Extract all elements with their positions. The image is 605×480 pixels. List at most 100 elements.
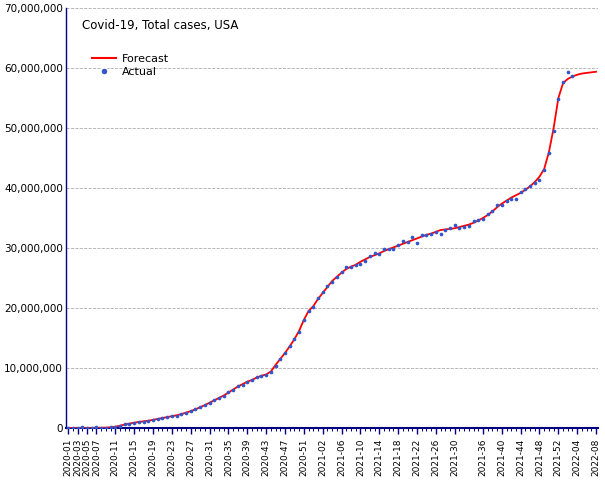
Point <box>469 217 479 225</box>
Point <box>120 420 129 428</box>
Point <box>167 412 177 420</box>
Point <box>261 371 271 378</box>
Point <box>544 149 554 157</box>
Point <box>322 282 332 289</box>
Point <box>511 195 521 203</box>
Point <box>393 241 403 249</box>
Point <box>497 202 506 209</box>
Point <box>370 249 379 257</box>
Point <box>148 416 158 424</box>
Point <box>162 413 172 421</box>
Point <box>407 233 417 241</box>
Point <box>388 245 398 252</box>
Point <box>91 423 101 431</box>
Point <box>492 201 502 209</box>
Point <box>275 356 285 363</box>
Point <box>153 416 163 423</box>
Point <box>464 222 474 229</box>
Point <box>346 264 356 271</box>
Point <box>115 422 125 430</box>
Point <box>520 185 530 193</box>
Point <box>488 207 497 215</box>
Point <box>356 260 365 267</box>
Point <box>374 250 384 257</box>
Point <box>224 388 234 396</box>
Point <box>125 420 134 428</box>
Point <box>483 210 492 218</box>
Point <box>549 127 558 134</box>
Point <box>403 238 413 246</box>
Point <box>554 95 563 103</box>
Point <box>304 308 313 315</box>
Point <box>294 329 304 336</box>
Point <box>143 417 153 424</box>
Point <box>327 278 337 286</box>
Point <box>204 399 214 407</box>
Point <box>337 268 347 276</box>
Point <box>313 294 323 302</box>
Point <box>177 410 186 418</box>
Point <box>332 274 342 281</box>
Point <box>68 424 77 432</box>
Point <box>417 231 427 239</box>
Point <box>360 258 370 265</box>
Point <box>200 401 210 409</box>
Point <box>157 414 167 421</box>
Point <box>214 394 224 402</box>
Point <box>454 224 464 232</box>
Point <box>172 412 182 420</box>
Point <box>516 188 526 196</box>
Point <box>299 316 309 324</box>
Point <box>351 261 361 269</box>
Point <box>365 252 374 260</box>
Point <box>502 198 511 205</box>
Point <box>73 424 82 432</box>
Point <box>209 396 219 404</box>
Point <box>219 392 229 400</box>
Point <box>87 424 97 432</box>
Point <box>129 420 139 427</box>
Point <box>459 224 469 231</box>
Point <box>266 368 276 375</box>
Point <box>233 383 243 390</box>
Point <box>440 226 450 234</box>
Point <box>530 179 540 186</box>
Point <box>96 424 106 432</box>
Point <box>450 221 459 229</box>
Point <box>436 230 445 238</box>
Point <box>558 78 568 85</box>
Point <box>280 349 290 357</box>
Point <box>247 376 257 384</box>
Point <box>106 423 116 431</box>
Text: Covid-19, Total cases, USA: Covid-19, Total cases, USA <box>82 19 238 32</box>
Point <box>398 237 408 245</box>
Point <box>341 264 351 271</box>
Point <box>309 303 318 311</box>
Point <box>506 195 516 203</box>
Point <box>473 216 483 224</box>
Point <box>228 386 238 394</box>
Point <box>243 379 252 386</box>
Point <box>186 408 195 415</box>
Point <box>445 224 455 232</box>
Point <box>318 288 327 296</box>
Point <box>134 418 144 426</box>
Point <box>111 423 120 431</box>
Point <box>422 231 431 239</box>
Point <box>478 216 488 223</box>
Point <box>139 418 148 425</box>
Point <box>290 335 299 343</box>
Point <box>82 424 92 432</box>
Point <box>563 69 572 76</box>
Point <box>384 245 393 252</box>
Point <box>431 228 440 236</box>
Point <box>270 362 280 370</box>
Point <box>427 230 436 238</box>
Point <box>412 240 422 247</box>
Point <box>567 72 577 80</box>
Point <box>77 424 87 432</box>
Point <box>540 166 549 174</box>
Point <box>181 409 191 417</box>
Point <box>64 424 73 432</box>
Legend: Forecast, Actual: Forecast, Actual <box>87 49 174 82</box>
